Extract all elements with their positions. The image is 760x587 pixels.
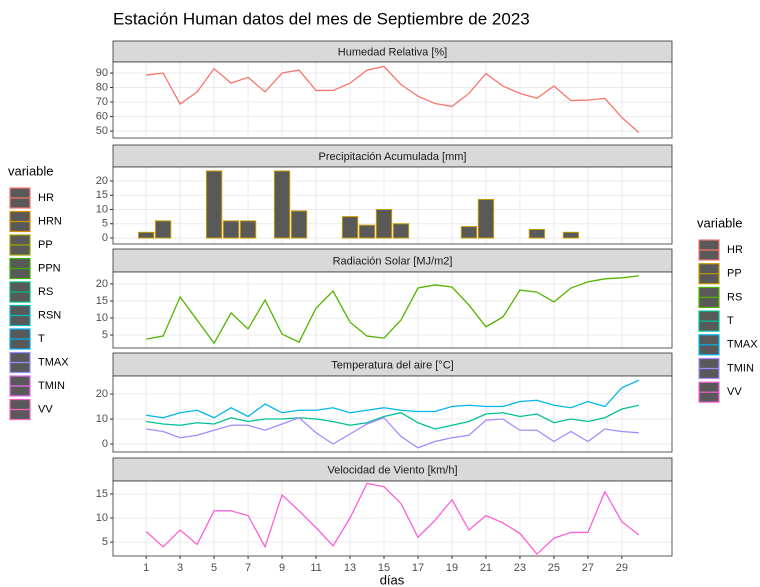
legend-label: TMAX bbox=[727, 339, 758, 351]
legend-label: HRN bbox=[38, 215, 62, 227]
line bbox=[146, 379, 640, 419]
y-tick-label: 20 bbox=[96, 175, 108, 187]
x-tick-label: 9 bbox=[279, 562, 285, 574]
y-tick-label: 15 bbox=[96, 189, 108, 201]
y-tick-label: 20 bbox=[96, 278, 108, 290]
x-tick-label: 3 bbox=[177, 562, 183, 574]
x-tick-label: 13 bbox=[344, 562, 356, 574]
y-tick-label: 10 bbox=[96, 512, 108, 524]
y-tick-label: 50 bbox=[96, 125, 108, 137]
legend-label: T bbox=[727, 315, 734, 327]
strip-title: Humedad Relativa [%] bbox=[338, 46, 447, 58]
strip-title: Radiación Solar [MJ/m2] bbox=[333, 255, 453, 267]
bar bbox=[205, 170, 223, 239]
x-tick-label: 15 bbox=[378, 562, 390, 574]
panel-border bbox=[112, 166, 673, 245]
bar bbox=[358, 224, 376, 239]
bar bbox=[562, 231, 580, 239]
y-tick-label: 90 bbox=[96, 67, 108, 79]
bar bbox=[460, 226, 478, 239]
panel-border bbox=[112, 480, 673, 557]
bar bbox=[528, 228, 546, 239]
legend-label: VV bbox=[727, 386, 742, 398]
panel-border bbox=[112, 375, 673, 453]
strip-title: Precipitación Acumulada [mm] bbox=[319, 151, 467, 163]
legend-title: variable bbox=[8, 163, 54, 178]
legend-label: PPN bbox=[38, 262, 61, 274]
x-tick-label: 25 bbox=[548, 562, 560, 574]
y-tick-label: 5 bbox=[102, 218, 108, 230]
line bbox=[146, 65, 640, 133]
x-tick-label: 19 bbox=[446, 562, 458, 574]
strip-title: Temperatura del aire [°C] bbox=[331, 359, 453, 371]
legend-label: HR bbox=[727, 244, 743, 256]
y-tick-label: 0 bbox=[102, 438, 108, 450]
bar bbox=[341, 216, 359, 239]
y-tick-label: 0 bbox=[102, 232, 108, 244]
bar bbox=[137, 231, 155, 239]
x-tick-label: 7 bbox=[245, 562, 251, 574]
legend-label: RS bbox=[727, 291, 742, 303]
x-tick-label: 5 bbox=[211, 562, 217, 574]
bar bbox=[273, 170, 291, 239]
x-tick-label: 1 bbox=[143, 562, 149, 574]
bar bbox=[290, 210, 308, 239]
y-tick-label: 15 bbox=[96, 295, 108, 307]
y-tick-label: 15 bbox=[96, 488, 108, 500]
bar bbox=[477, 199, 495, 239]
legend-label: HR bbox=[38, 192, 54, 204]
y-tick-label: 20 bbox=[96, 388, 108, 400]
legend-label: VV bbox=[38, 403, 53, 415]
y-tick-label: 10 bbox=[96, 203, 108, 215]
bar bbox=[375, 208, 393, 239]
bar bbox=[222, 220, 240, 239]
x-tick-label: 23 bbox=[514, 562, 526, 574]
legend-label: PP bbox=[38, 239, 53, 251]
x-axis-label: días bbox=[380, 572, 405, 587]
bar bbox=[239, 220, 257, 239]
line bbox=[145, 482, 640, 556]
y-tick-label: 5 bbox=[102, 329, 108, 341]
line bbox=[146, 275, 639, 345]
legend-label: TMAX bbox=[38, 356, 69, 368]
panel-border bbox=[112, 271, 673, 349]
y-tick-label: 80 bbox=[96, 81, 108, 93]
x-tick-label: 11 bbox=[310, 562, 321, 574]
legend-label: TMIN bbox=[38, 380, 65, 392]
y-tick-label: 70 bbox=[96, 96, 108, 108]
x-tick-label: 21 bbox=[480, 562, 492, 574]
panel-border bbox=[112, 61, 673, 139]
line bbox=[146, 416, 639, 449]
x-tick-label: 17 bbox=[412, 562, 424, 574]
legend-label: T bbox=[38, 333, 45, 345]
legend-label: RSN bbox=[38, 309, 61, 321]
y-tick-label: 10 bbox=[96, 413, 108, 425]
chart-title: Estación Human datos del mes de Septiemb… bbox=[113, 9, 530, 28]
legend-title: variable bbox=[697, 215, 743, 230]
bar bbox=[154, 220, 172, 239]
legend-label: TMIN bbox=[727, 362, 754, 374]
y-tick-label: 60 bbox=[96, 110, 108, 122]
bar bbox=[392, 223, 410, 239]
x-tick-label: 27 bbox=[582, 562, 594, 574]
legend-label: PP bbox=[727, 268, 742, 280]
strip-title: Velocidad de Viento [km/h] bbox=[327, 464, 457, 476]
y-tick-label: 5 bbox=[102, 536, 108, 548]
y-tick-label: 10 bbox=[96, 312, 108, 324]
x-tick-label: 29 bbox=[616, 562, 628, 574]
legend-label: RS bbox=[38, 286, 53, 298]
line bbox=[146, 404, 640, 430]
